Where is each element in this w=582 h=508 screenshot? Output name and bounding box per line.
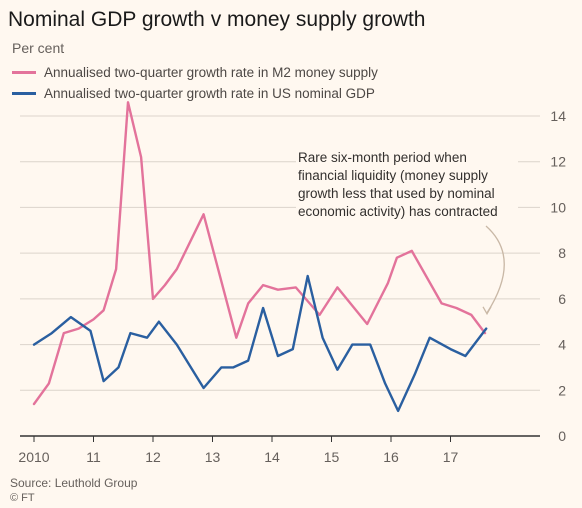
annotation-text: financial liquidity (money supply: [298, 168, 488, 183]
annotation-bg: [296, 184, 518, 202]
y-tick-label: 10: [550, 199, 566, 215]
series-line-m2: [32, 101, 487, 406]
legend-swatch-gdp: [12, 92, 36, 95]
x-tick-label: 17: [443, 449, 459, 465]
y-tick-label: 0: [558, 428, 566, 444]
annotation-bg: [296, 166, 518, 184]
legend-item-m2: Annualised two-quarter growth rate in M2…: [12, 62, 378, 83]
annotation-bg: [296, 148, 518, 166]
x-tick-label: 16: [383, 449, 399, 465]
x-tick-label: 14: [264, 449, 280, 465]
x-tick-label: 11: [86, 449, 101, 465]
legend-item-gdp: Annualised two-quarter growth rate in US…: [12, 83, 378, 104]
x-tick-label: 13: [205, 449, 221, 465]
legend-label-m2: Annualised two-quarter growth rate in M2…: [44, 65, 378, 80]
y-tick-label: 4: [558, 337, 566, 353]
copyright-note: © FT: [10, 492, 35, 504]
annotation-arrowhead: [482, 306, 492, 316]
annotation-text: economic activity) has contracted: [298, 204, 498, 219]
annotation-bg: [296, 202, 518, 220]
legend: Annualised two-quarter growth rate in M2…: [12, 62, 378, 104]
chart-subtitle: Per cent: [12, 40, 65, 56]
x-tick-label: 12: [145, 449, 161, 465]
x-tick-label: 2010: [18, 449, 49, 465]
x-tick-label: 15: [324, 449, 340, 465]
legend-swatch-m2: [12, 71, 36, 74]
annotation-text: Rare six-month period when: [298, 150, 467, 165]
chart-title: Nominal GDP growth v money supply growth: [8, 8, 426, 31]
annotation-arrow: [485, 225, 505, 314]
y-tick-label: 8: [558, 245, 566, 261]
y-tick-label: 2: [558, 382, 566, 398]
series-line-gdp: [32, 274, 488, 413]
y-tick-label: 12: [550, 154, 566, 170]
source-note: Source: Leuthold Group: [10, 476, 138, 490]
legend-label-gdp: Annualised two-quarter growth rate in US…: [44, 86, 375, 101]
y-tick-label: 14: [550, 108, 566, 124]
y-tick-label: 6: [558, 291, 566, 307]
annotation-text: growth less that used by nominal: [298, 186, 495, 201]
